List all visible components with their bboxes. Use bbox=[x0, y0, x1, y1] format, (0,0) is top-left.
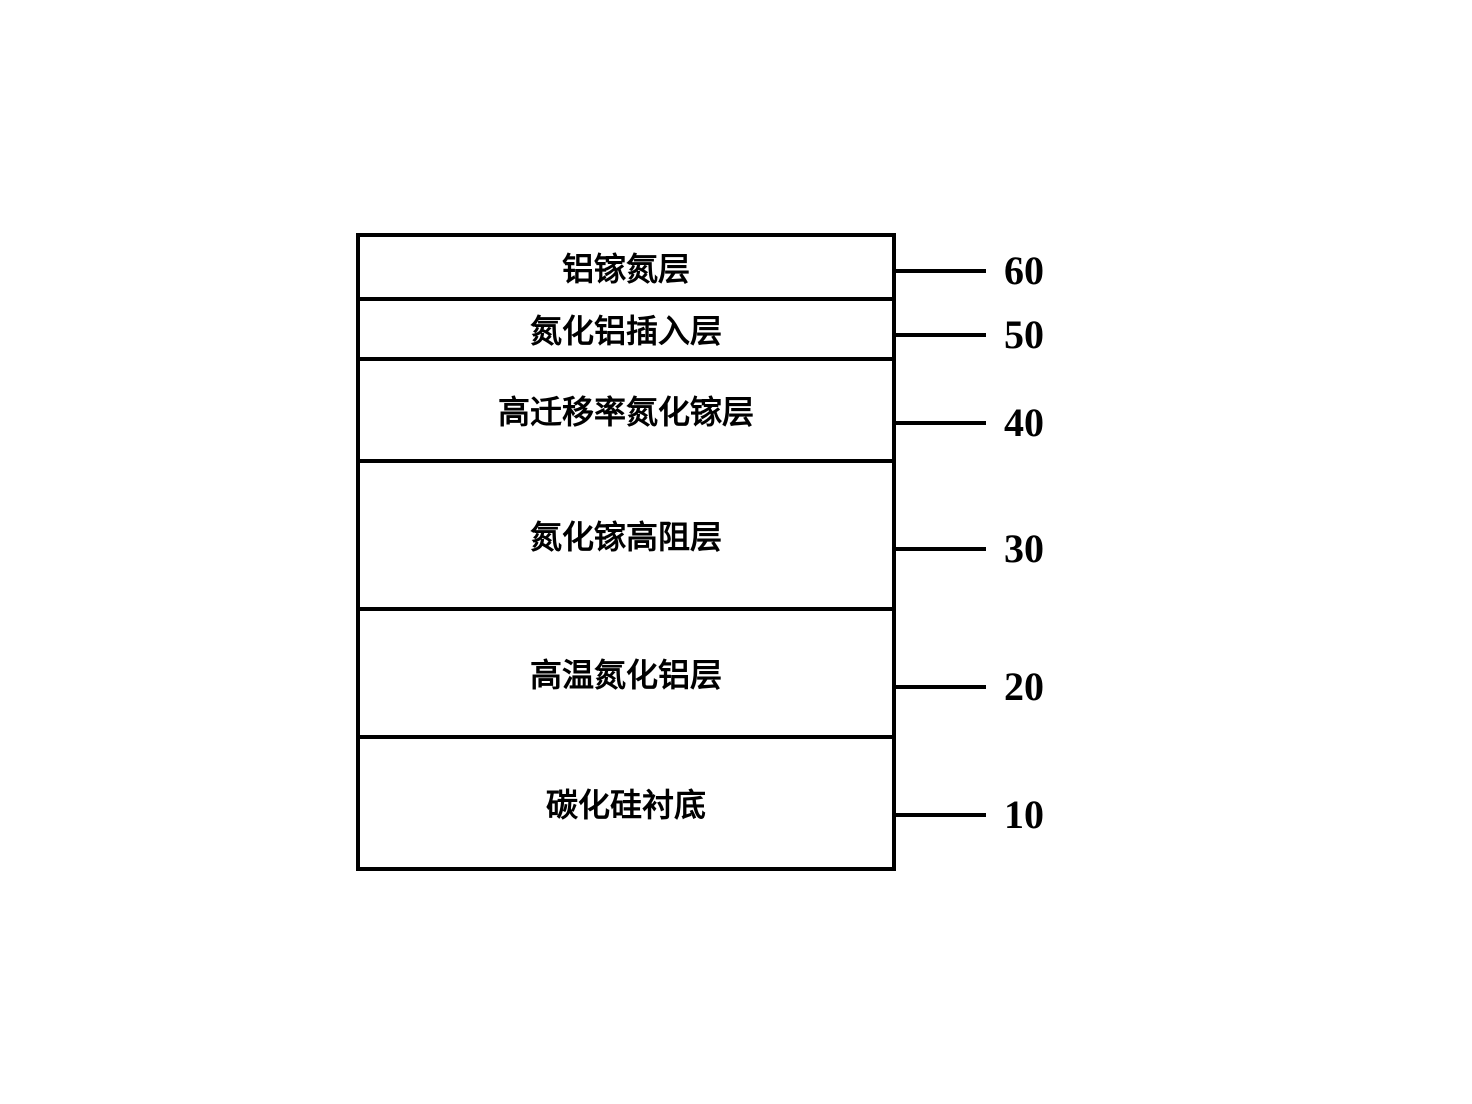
layer-number: 10 bbox=[1004, 791, 1044, 838]
layer-row: 氮化镓高阻层 bbox=[360, 463, 892, 611]
label-row: 60 bbox=[896, 247, 1044, 294]
connector-line bbox=[896, 547, 986, 551]
label-row: 20 bbox=[896, 663, 1044, 710]
layer-label: 氮化铝插入层 bbox=[530, 306, 722, 352]
layer-label: 高迁移率氮化镓层 bbox=[498, 387, 754, 433]
layer-label: 铝镓氮层 bbox=[562, 244, 690, 290]
connector-line bbox=[896, 333, 986, 337]
connector-line bbox=[896, 269, 986, 273]
layer-number: 60 bbox=[1004, 247, 1044, 294]
connector-line bbox=[896, 421, 986, 425]
layer-stack-diagram: 铝镓氮层 氮化铝插入层 高迁移率氮化镓层 氮化镓高阻层 高温氮化铝层 碳化硅衬底… bbox=[356, 233, 1116, 871]
layer-number: 40 bbox=[1004, 399, 1044, 446]
layer-label: 碳化硅衬底 bbox=[546, 780, 706, 826]
layers-stack: 铝镓氮层 氮化铝插入层 高迁移率氮化镓层 氮化镓高阻层 高温氮化铝层 碳化硅衬底 bbox=[356, 233, 896, 871]
layer-number: 20 bbox=[1004, 663, 1044, 710]
label-row: 30 bbox=[896, 525, 1044, 572]
label-row: 40 bbox=[896, 399, 1044, 446]
connector-line bbox=[896, 813, 986, 817]
layer-label: 氮化镓高阻层 bbox=[530, 512, 722, 558]
layer-row: 铝镓氮层 bbox=[360, 237, 892, 301]
layer-label: 高温氮化铝层 bbox=[530, 650, 722, 696]
layer-row: 高迁移率氮化镓层 bbox=[360, 361, 892, 463]
number-labels-column: 60 50 40 30 20 10 bbox=[896, 233, 1116, 871]
layer-row: 高温氮化铝层 bbox=[360, 611, 892, 739]
connector-line bbox=[896, 685, 986, 689]
layer-number: 50 bbox=[1004, 311, 1044, 358]
label-row: 10 bbox=[896, 791, 1044, 838]
layer-row: 氮化铝插入层 bbox=[360, 301, 892, 361]
layer-row: 碳化硅衬底 bbox=[360, 739, 892, 867]
layer-number: 30 bbox=[1004, 525, 1044, 572]
label-row: 50 bbox=[896, 311, 1044, 358]
